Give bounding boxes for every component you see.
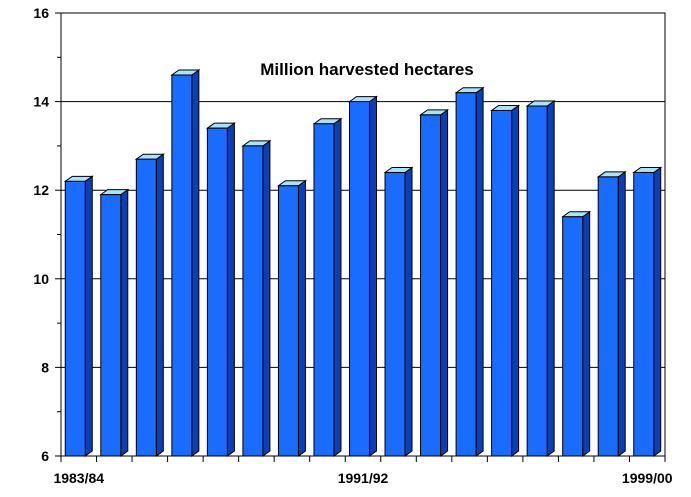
y-tick-label: 16 [33,5,49,21]
bar [134,153,165,457]
y-tick-label: 8 [41,359,49,375]
bar-front [206,127,228,457]
bar [170,69,201,457]
bar [490,104,521,457]
bar-side [582,210,591,457]
bar-front [384,171,406,457]
bar-front [313,123,335,457]
y-tick-label: 10 [33,271,49,287]
chart-title: Million harvested hectares [260,60,474,79]
bar-front [242,145,264,457]
x-axis: 1983/84 1991/92 1999/00 [53,456,673,486]
bar [347,95,379,457]
bar-front [420,114,442,457]
bar-side [226,122,235,457]
bar-side [653,166,662,457]
bar-front [349,101,370,457]
bar-side [155,153,164,457]
bar-side [297,179,306,457]
bar-front [491,109,513,457]
bar-front [633,171,655,457]
bar-front [562,216,584,457]
bar-side [191,69,200,457]
bar-side [369,95,377,457]
bar [561,210,592,457]
bar-side [84,175,93,457]
bar-side [617,170,626,457]
bar-front [171,74,193,457]
bar [312,117,343,457]
bar-side [120,188,129,457]
bar-side [404,166,413,457]
bar [596,170,627,457]
bar-front [277,185,299,457]
bar-front [135,158,157,457]
y-tick-label: 6 [41,448,49,464]
bar-side [333,117,342,457]
bar [205,122,236,457]
bar-front [455,92,477,457]
bar [454,86,485,457]
bar-side [511,104,520,457]
bar-side [546,100,555,457]
bar [99,188,130,457]
y-axis: 6 8 10 12 14 16 [33,5,61,464]
x-tick-label: 1991/92 [338,470,389,486]
bar [525,100,556,457]
y-tick-label: 14 [33,94,49,110]
bar-front [64,180,86,457]
bar [63,175,94,457]
bar [632,166,663,457]
x-tick-label: 1983/84 [53,470,104,486]
bar [276,179,308,457]
y-tick-label: 12 [33,182,49,198]
bar-front [526,105,548,457]
bar-front [100,194,122,457]
bar-side [475,86,484,457]
bar [418,108,450,457]
bar-side [262,139,271,457]
bar-front [597,176,619,457]
bar-side [440,108,449,457]
bars [63,69,663,457]
bar [383,166,414,457]
x-tick-label: 1999/00 [622,470,673,486]
bar [241,139,272,457]
